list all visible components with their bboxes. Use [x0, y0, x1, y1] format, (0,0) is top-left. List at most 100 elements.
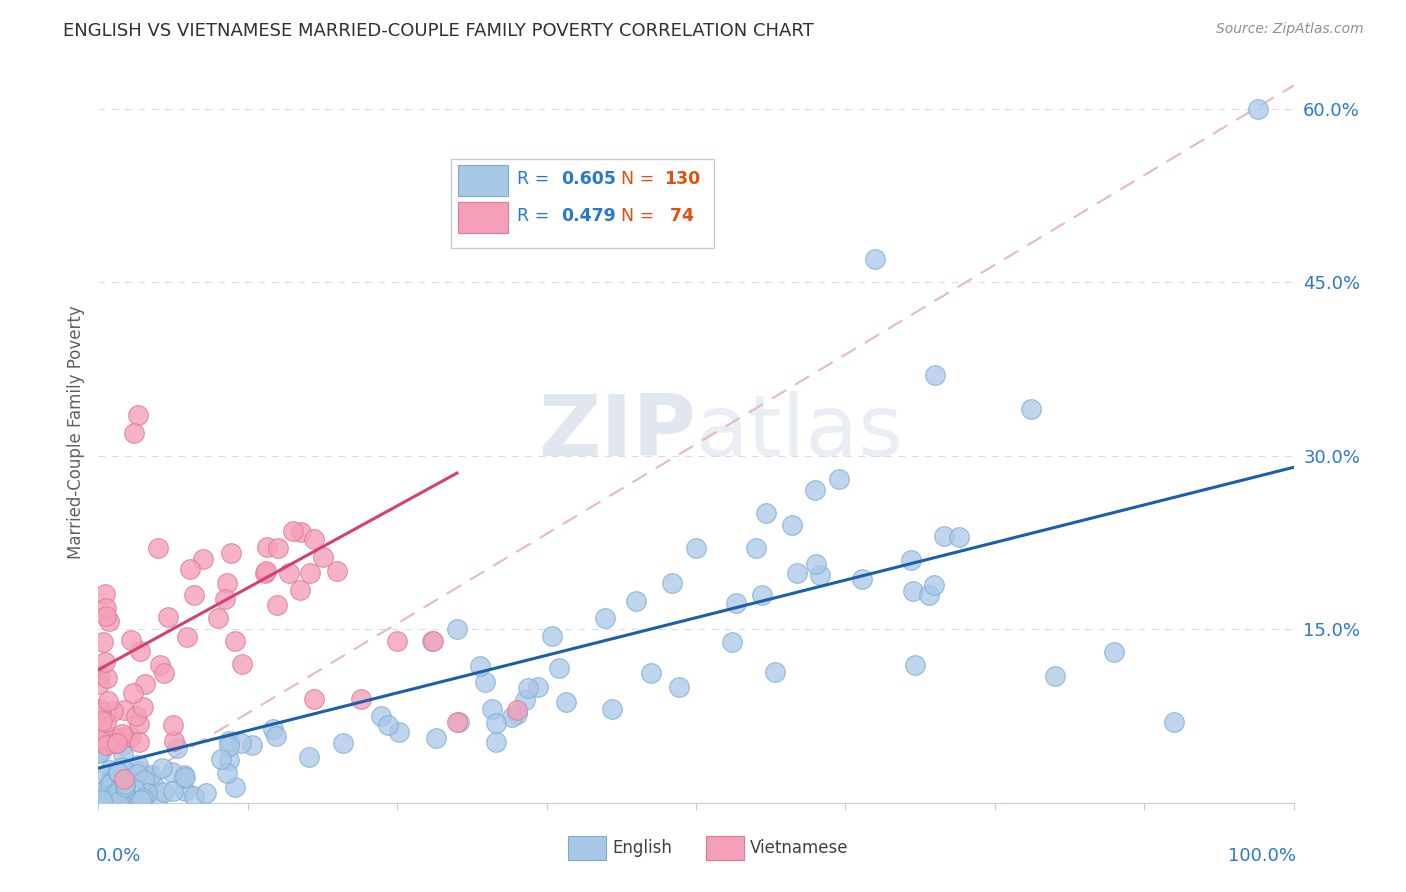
Point — [751, 588, 773, 602]
Text: Vietnamese: Vietnamese — [749, 839, 848, 857]
Point — [112, 772, 135, 786]
Point — [527, 681, 550, 695]
Point — [94, 655, 117, 669]
Point — [90, 746, 112, 760]
Point — [100, 772, 122, 787]
Point — [108, 795, 131, 809]
Point — [107, 795, 129, 809]
Point — [87, 747, 110, 761]
Point — [107, 785, 129, 799]
Point — [104, 789, 127, 804]
Point — [156, 610, 179, 624]
Point — [298, 566, 321, 580]
Point — [111, 727, 134, 741]
Point — [124, 425, 146, 440]
Text: Source: ZipAtlas.com: Source: ZipAtlas.com — [1216, 22, 1364, 37]
Point — [218, 753, 240, 767]
Point — [593, 611, 616, 625]
Text: 130: 130 — [664, 170, 700, 188]
Point — [93, 635, 115, 649]
Point — [107, 766, 129, 780]
Point — [262, 722, 284, 736]
Point — [725, 596, 748, 610]
Point — [94, 587, 117, 601]
Point — [90, 793, 112, 807]
Point — [513, 693, 536, 707]
Point — [149, 657, 172, 672]
Point — [446, 714, 468, 729]
Point — [112, 785, 135, 799]
Point — [481, 702, 503, 716]
Point — [278, 566, 301, 581]
Point — [900, 553, 922, 567]
Point — [101, 736, 124, 750]
FancyBboxPatch shape — [706, 836, 744, 860]
Point — [468, 659, 491, 673]
Point — [501, 710, 523, 724]
Point — [281, 524, 304, 538]
Point — [118, 793, 141, 807]
Point — [112, 731, 135, 745]
Point — [302, 691, 325, 706]
Point — [148, 541, 170, 556]
Point — [97, 694, 120, 708]
Point — [215, 576, 238, 591]
Point — [183, 789, 205, 803]
Point — [112, 738, 135, 752]
Point — [89, 677, 111, 691]
Point — [1043, 668, 1066, 682]
Point — [134, 676, 156, 690]
Point — [104, 795, 127, 809]
Point — [97, 785, 120, 799]
Point — [89, 668, 111, 682]
Point — [763, 665, 786, 679]
Point — [128, 764, 150, 778]
Point — [1247, 102, 1270, 116]
Point — [485, 735, 508, 749]
Point — [94, 600, 117, 615]
Point — [94, 733, 117, 747]
Y-axis label: Married-Couple Family Poverty: Married-Couple Family Poverty — [66, 306, 84, 559]
Point — [153, 665, 176, 680]
Point — [89, 732, 111, 747]
Point — [115, 791, 138, 805]
Point — [256, 540, 278, 554]
Point — [98, 614, 121, 628]
Point — [446, 622, 468, 636]
Point — [924, 368, 946, 382]
FancyBboxPatch shape — [458, 165, 509, 195]
Point — [104, 786, 127, 800]
Point — [132, 773, 155, 788]
Point — [903, 583, 925, 598]
Point — [385, 633, 409, 648]
Point — [98, 763, 121, 777]
Point — [254, 566, 277, 580]
Point — [332, 736, 354, 750]
Point — [425, 731, 447, 745]
Point — [89, 702, 111, 716]
Point — [110, 780, 132, 794]
Point — [547, 661, 569, 675]
Point — [93, 783, 115, 797]
Point — [176, 630, 198, 644]
Point — [127, 408, 149, 422]
Point — [110, 776, 132, 790]
Point — [105, 731, 128, 746]
Point — [326, 565, 349, 579]
Point — [152, 784, 174, 798]
Point — [1019, 402, 1042, 417]
Point — [128, 644, 150, 658]
Point — [103, 730, 125, 744]
Point — [179, 562, 201, 576]
Point — [104, 736, 127, 750]
Point — [98, 777, 121, 791]
Point — [780, 518, 803, 533]
Point — [120, 792, 142, 806]
Point — [134, 789, 156, 804]
Point — [90, 785, 112, 799]
Point — [146, 793, 169, 807]
FancyBboxPatch shape — [458, 202, 509, 233]
Point — [1104, 645, 1126, 659]
Point — [87, 732, 110, 747]
Point — [114, 785, 136, 799]
